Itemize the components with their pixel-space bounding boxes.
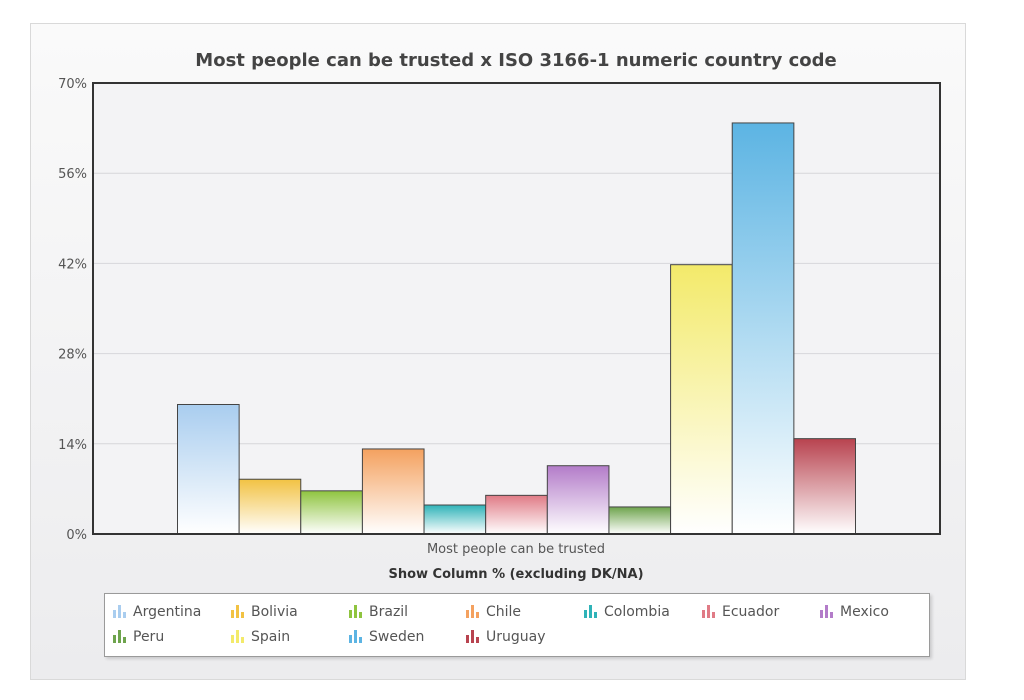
y-tick-label: 14% bbox=[58, 438, 87, 453]
bar-chart-icon bbox=[349, 630, 362, 643]
bar-chart-icon bbox=[231, 630, 244, 643]
bar-chart-icon bbox=[113, 605, 126, 618]
legend-label: Colombia bbox=[604, 604, 670, 620]
bar-uruguay[interactable] bbox=[793, 438, 857, 535]
bar-sweden[interactable] bbox=[731, 122, 795, 535]
legend: Argentina Bolivia Brazil Chile Colombia Ecuad… bbox=[104, 593, 930, 657]
legend-item-mexico[interactable]: Mexico bbox=[820, 603, 889, 621]
bars bbox=[177, 122, 857, 535]
bar-chart-icon bbox=[820, 605, 833, 618]
legend-label: Brazil bbox=[369, 604, 409, 620]
bar-chart-icon bbox=[466, 630, 479, 643]
y-tick-label: 28% bbox=[58, 348, 87, 363]
y-tick-label: 70% bbox=[58, 77, 87, 92]
bar-mexico[interactable] bbox=[546, 465, 610, 535]
legend-item-sweden[interactable]: Sweden bbox=[349, 628, 424, 646]
bar-spain[interactable] bbox=[670, 264, 733, 535]
bar-bolivia[interactable] bbox=[238, 478, 302, 535]
bar-ecuador[interactable] bbox=[485, 494, 548, 535]
bar-chart-icon bbox=[113, 630, 126, 643]
bar-peru[interactable] bbox=[608, 506, 672, 535]
bar-chart-icon bbox=[584, 605, 597, 618]
y-tick-label: 56% bbox=[58, 167, 87, 182]
legend-item-spain[interactable]: Spain bbox=[231, 628, 290, 646]
bar-chart-icon bbox=[349, 605, 362, 618]
legend-label: Argentina bbox=[133, 604, 202, 620]
legend-label: Mexico bbox=[840, 604, 889, 620]
bar-brazil[interactable] bbox=[300, 490, 363, 535]
legend-label: Bolivia bbox=[251, 604, 298, 620]
legend-item-ecuador[interactable]: Ecuador bbox=[702, 603, 779, 621]
legend-label: Spain bbox=[251, 629, 291, 645]
y-tick-label: 42% bbox=[58, 257, 87, 272]
chart-subtitle: Show Column % (excluding DK/NA) bbox=[388, 567, 643, 582]
bar-argentina[interactable] bbox=[177, 403, 240, 535]
chart-title: Most people can be trusted x ISO 3166-1 … bbox=[195, 50, 836, 71]
legend-item-bolivia[interactable]: Bolivia bbox=[231, 603, 298, 621]
bar-chile[interactable] bbox=[361, 448, 425, 535]
legend-label: Peru bbox=[133, 629, 165, 645]
plot-border bbox=[92, 82, 941, 535]
y-axis-ticks: 0% 14% 28% 42% 56% 70% bbox=[58, 77, 87, 543]
x-axis-label: Most people can be trusted bbox=[427, 542, 605, 557]
legend-label: Uruguay bbox=[486, 629, 546, 645]
y-tick-label: 0% bbox=[66, 528, 87, 543]
legend-label: Ecuador bbox=[722, 604, 780, 620]
bar-colombia[interactable] bbox=[423, 504, 487, 535]
legend-item-colombia[interactable]: Colombia bbox=[584, 603, 670, 621]
bar-chart-icon bbox=[231, 605, 244, 618]
bar-chart-icon bbox=[702, 605, 715, 618]
legend-label: Chile bbox=[486, 604, 522, 620]
bar-chart-icon bbox=[466, 605, 479, 618]
legend-item-argentina[interactable]: Argentina bbox=[113, 603, 201, 621]
legend-item-uruguay[interactable]: Uruguay bbox=[466, 628, 546, 646]
legend-item-peru[interactable]: Peru bbox=[113, 628, 164, 646]
legend-item-chile[interactable]: Chile bbox=[466, 603, 521, 621]
legend-item-brazil[interactable]: Brazil bbox=[349, 603, 408, 621]
legend-label: Sweden bbox=[369, 629, 425, 645]
